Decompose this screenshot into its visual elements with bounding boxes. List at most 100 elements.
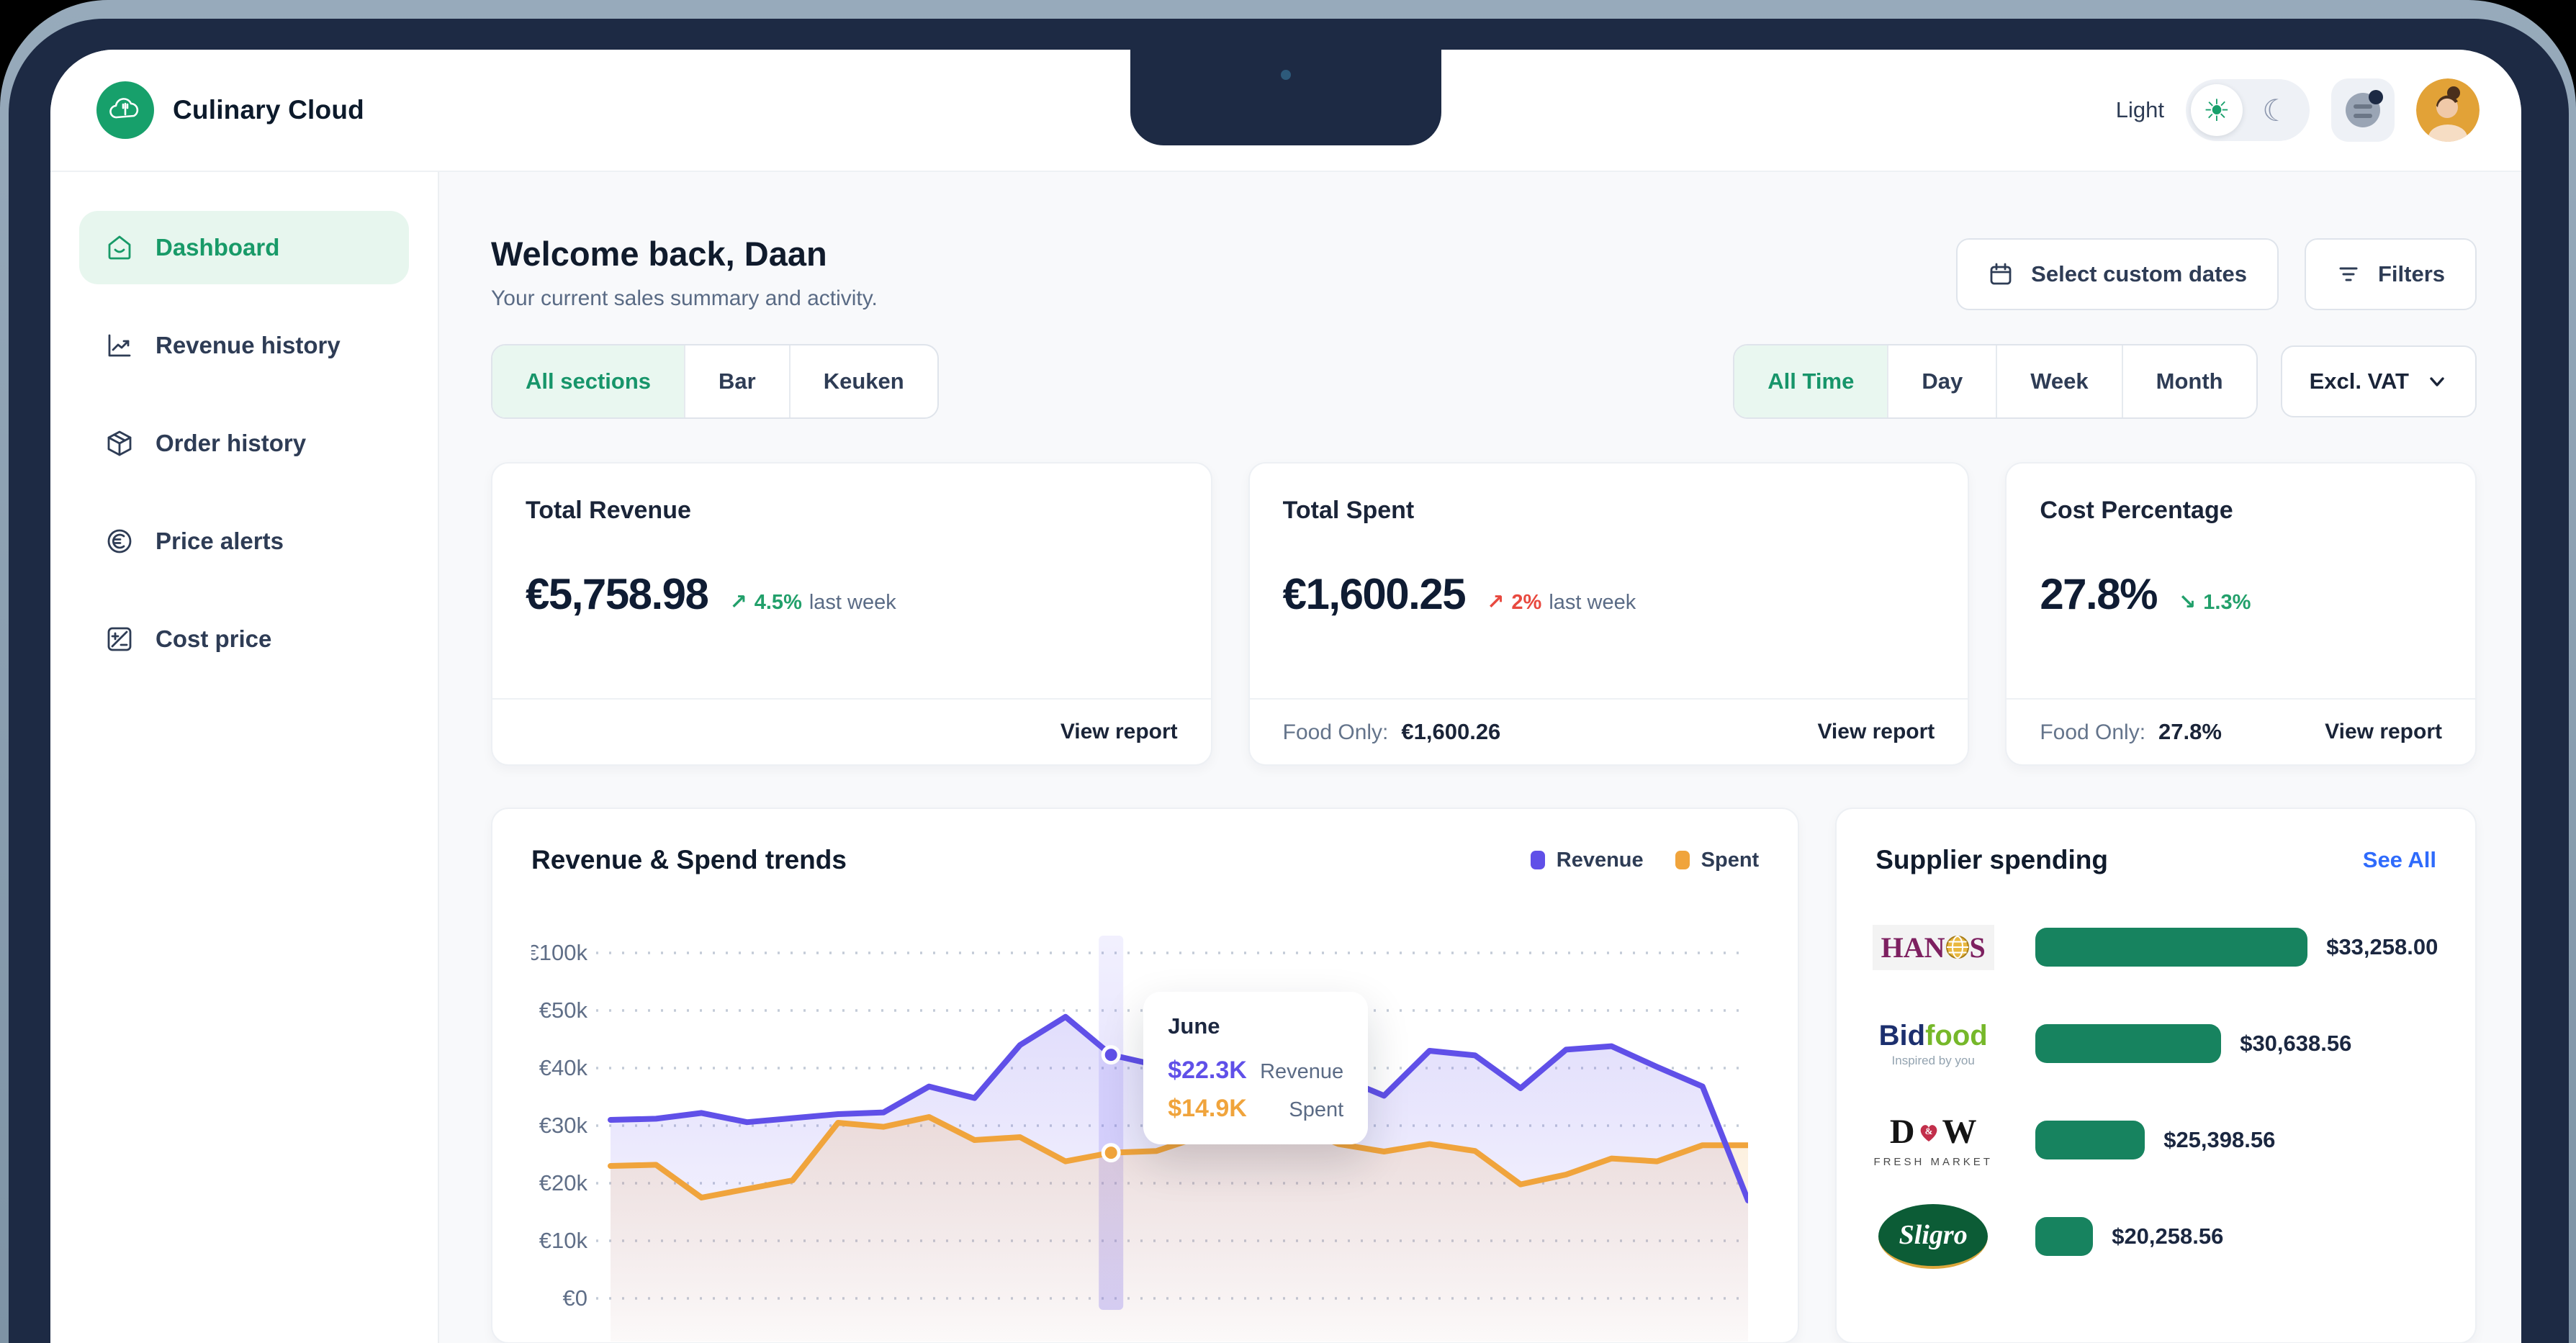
supplier-logo-bidfood: Bid food Inspired by you xyxy=(1868,1020,1998,1068)
legend-label: Spent xyxy=(1701,848,1760,872)
filters-button[interactable]: Filters xyxy=(2304,238,2477,310)
trends-chart-card: Revenue & Spend trends Revenue Spent €100… xyxy=(491,808,1800,1343)
sidebar-item-label: Revenue history xyxy=(156,332,341,358)
screen: Culinary Cloud Light ☀ ☾ xyxy=(50,50,2521,1343)
tooltip-row: $22.3K Revenue xyxy=(1168,1057,1343,1085)
tooltip-value: $22.3K xyxy=(1168,1057,1247,1084)
kpi-card-body: Total Revenue €5,758.98 ↗ 4.5% last week xyxy=(492,464,1211,698)
line-chart[interactable]: €100k €50k €40k €30k €20k €10k €0 June $22.3K R… xyxy=(531,890,1759,1342)
supplier-bar xyxy=(2035,1121,2145,1159)
select-custom-dates-button[interactable]: Select custom dates xyxy=(1956,238,2279,310)
supplier-bar xyxy=(2035,928,2308,967)
sidebar-item-revenue-history[interactable]: Revenue history xyxy=(79,309,409,382)
chart-tooltip: June $22.3K Revenue $14.9K Spent xyxy=(1143,992,1369,1144)
supplier-logo-hanos: HAN S xyxy=(1868,924,1998,970)
sidebar-item-label: Order history xyxy=(156,430,307,456)
supplier-amount: $20,258.56 xyxy=(2112,1224,2224,1249)
trend-chart-svg: €100k €50k €40k €30k €20k €10k €0 xyxy=(531,936,1748,1342)
sidebar-item-price-alerts[interactable]: Price alerts xyxy=(79,505,409,578)
main-content: Welcome back, Daan Your current sales su… xyxy=(439,172,2521,1343)
bidfood-logo: Bid food xyxy=(1879,1020,1988,1052)
kpi-delta: ↗ 4.5% last week xyxy=(729,589,896,615)
kpi-card: Cost Percentage 27.8% ↘ 1.3% Food Only: 27.8%… xyxy=(2005,462,2477,766)
tab-keuken[interactable]: Keuken xyxy=(788,345,937,417)
kpi-card-footer: View report xyxy=(492,698,1211,764)
chart-title: Revenue & Spend trends xyxy=(531,845,847,874)
sligro-text: Sligro xyxy=(1899,1220,1968,1250)
svg-text:€20k: €20k xyxy=(539,1170,588,1195)
bidfood-food: food xyxy=(1925,1019,1988,1052)
sidebar-item-dashboard[interactable]: Dashboard xyxy=(79,211,409,284)
svg-text:€40k: €40k xyxy=(539,1055,588,1080)
hanos-text: HAN xyxy=(1881,931,1945,964)
kpi-value-row: €5,758.98 ↗ 4.5% last week xyxy=(526,569,1178,619)
camera-dot xyxy=(1281,70,1291,80)
moon-icon[interactable]: ☾ xyxy=(2262,92,2289,128)
hanos-text: S xyxy=(1969,931,1986,964)
legend-swatch xyxy=(1675,851,1690,869)
footer-value: €1,600.26 xyxy=(1401,719,1501,744)
supplier-title: Supplier spending xyxy=(1875,845,2108,874)
supplier-row: Bid food Inspired by you $30,638.56 xyxy=(1868,1003,2444,1084)
tab-month[interactable]: Month xyxy=(2121,345,2256,417)
tooltip-row: $14.9K Spent xyxy=(1168,1095,1343,1123)
theme-label: Light xyxy=(2115,97,2164,122)
view-report-link[interactable]: View report xyxy=(1060,720,1178,743)
sidebar-item-order-history[interactable]: Order history xyxy=(79,407,409,480)
euro-icon xyxy=(107,529,132,553)
sidebar-item-cost-price[interactable]: Cost price xyxy=(79,602,409,676)
delta-note: last week xyxy=(1549,591,1636,614)
legend-item-revenue: Revenue xyxy=(1530,848,1644,872)
spent-marker-dot xyxy=(1101,1143,1121,1163)
footer-label: Food Only: xyxy=(1282,720,1389,744)
tab-week[interactable]: Week xyxy=(1996,345,2121,417)
heart-ampersand-icon: & xyxy=(1920,1124,1937,1141)
delta-arrow-icon: ↘ xyxy=(2178,589,2197,614)
supplier-bar xyxy=(2035,1024,2222,1063)
home-icon xyxy=(108,235,131,260)
tab-all-sections[interactable]: All sections xyxy=(492,345,684,417)
supplier-logo-sligro: Sligro xyxy=(1868,1204,1998,1269)
sun-icon[interactable]: ☀ xyxy=(2191,84,2243,136)
svg-text:€100k: €100k xyxy=(531,940,587,965)
legend-label: Revenue xyxy=(1556,848,1644,872)
tooltip-value: $14.9K xyxy=(1168,1095,1247,1122)
tab-all-time[interactable]: All Time xyxy=(1734,345,1888,417)
vat-dropdown[interactable]: Excl. VAT xyxy=(2280,345,2477,417)
supplier-row: HAN S $33,258.00 xyxy=(1868,907,2444,987)
app-bar: Culinary Cloud Light ☀ ☾ xyxy=(50,50,2521,172)
view-report-link[interactable]: View report xyxy=(2325,720,2442,743)
kpi-value: €1,600.25 xyxy=(1282,570,1467,618)
kpi-title: Total Revenue xyxy=(526,497,691,524)
notifications-button[interactable] xyxy=(2331,78,2395,142)
bidfood-tagline: Inspired by you xyxy=(1891,1053,1975,1067)
dw-tagline: FRESH MARKET xyxy=(1873,1156,1993,1168)
svg-text:€0: €0 xyxy=(563,1285,587,1311)
kpi-title: Total Spent xyxy=(1282,497,1415,524)
user-avatar[interactable] xyxy=(2416,78,2480,142)
kpi-value-row: 27.8% ↘ 1.3% xyxy=(2040,569,2442,619)
tooltip-series-name: Spent xyxy=(1289,1098,1344,1121)
kpi-delta: ↘ 1.3% xyxy=(2179,589,2251,615)
theme-toggle[interactable]: ☀ ☾ xyxy=(2186,79,2310,141)
view-report-link[interactable]: View report xyxy=(1817,720,1935,743)
svg-text:€30k: €30k xyxy=(539,1113,588,1138)
svg-text:€50k: €50k xyxy=(539,998,588,1023)
package-icon xyxy=(107,430,132,456)
page-subtitle: Your current sales summary and activity. xyxy=(491,286,878,310)
footer-value: 27.8% xyxy=(2158,719,2222,744)
revenue-marker-dot xyxy=(1101,1045,1121,1065)
tab-bar[interactable]: Bar xyxy=(684,345,789,417)
sidebar-item-label: Price alerts xyxy=(156,528,284,554)
notification-badge xyxy=(2369,90,2383,104)
svg-text:&: & xyxy=(1924,1126,1932,1136)
dw-logo: D & W xyxy=(1890,1112,1977,1152)
cost-icon xyxy=(107,627,132,651)
supplier-logo-dw: D & W FRESH MARKET xyxy=(1868,1112,1998,1168)
see-all-link[interactable]: See All xyxy=(2362,847,2436,872)
bidfood-bid: Bid xyxy=(1878,1019,1926,1052)
time-tabs: All Time Day Week Month xyxy=(1733,344,2258,419)
tab-day[interactable]: Day xyxy=(1887,345,1996,417)
page-title: Welcome back, Daan xyxy=(491,235,827,273)
chart-legend: Revenue Spent xyxy=(1530,848,1760,872)
